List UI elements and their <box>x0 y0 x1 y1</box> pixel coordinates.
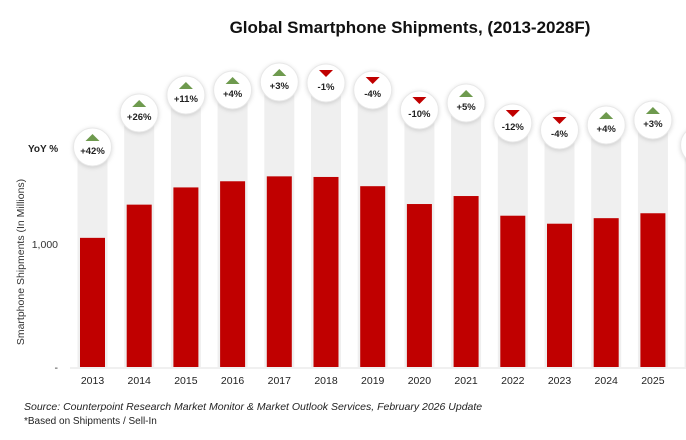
y-tick-label: 1,000 <box>32 239 58 251</box>
x-tick-label: 2015 <box>174 375 198 387</box>
triangle-down-icon <box>412 97 427 104</box>
yoy-bubble <box>586 105 626 145</box>
x-tick-label: 2020 <box>408 375 432 387</box>
yoy-label: -1% <box>318 82 335 93</box>
yoy-bubble <box>353 70 393 110</box>
bar-2016 <box>220 181 246 367</box>
yoy-bubble <box>213 70 253 110</box>
yoy-label: -12% <box>502 122 525 133</box>
x-tick-label: 2014 <box>128 375 152 387</box>
yoy-bubble <box>399 90 439 130</box>
yoy-bubble <box>259 62 299 102</box>
triangle-up-icon <box>599 112 614 119</box>
x-tick-label: 2025 <box>641 375 665 387</box>
x-tick-label: 2017 <box>268 375 292 387</box>
yoy-bubble <box>493 103 533 143</box>
x-tick-label: 2021 <box>454 375 478 387</box>
source-note: Source: Counterpoint Research Market Mon… <box>24 401 483 413</box>
y-tick-label: - <box>55 362 59 374</box>
triangle-up-icon <box>225 77 240 84</box>
yoy-label: +3% <box>270 81 290 92</box>
triangle-up-icon <box>459 90 474 97</box>
yoy-bubble <box>166 75 206 115</box>
yoy-bubble <box>680 131 686 159</box>
triangle-up-icon <box>645 107 660 114</box>
yoy-bubble <box>540 110 579 150</box>
bar-2014 <box>126 204 152 367</box>
x-tick-label: 2024 <box>595 375 619 387</box>
triangle-down-icon <box>365 77 380 84</box>
yoy-label: +5% <box>456 102 476 113</box>
bar-2022 <box>500 215 526 367</box>
yoy-label: +42% <box>80 146 105 157</box>
x-tick-label: 2016 <box>221 375 245 387</box>
chart-title: Global Smartphone Shipments, (2013-2028F… <box>229 18 591 37</box>
bar-2019 <box>360 186 386 367</box>
x-tick-label: 2023 <box>548 375 572 387</box>
triangle-down-icon <box>505 110 520 117</box>
x-tick-label: 2019 <box>361 375 385 387</box>
yoy-label: +4% <box>597 124 617 135</box>
x-tick-label: 2018 <box>314 375 338 387</box>
y-axis-label: Smartphone Shipments (In Millions) <box>15 179 27 345</box>
triangle-up-icon <box>178 82 193 89</box>
x-tick-label: 2022 <box>501 375 525 387</box>
column-background <box>684 145 686 367</box>
x-tick-label: 2013 <box>81 375 105 387</box>
triangle-up-icon <box>132 100 147 107</box>
yoy-bubble <box>119 93 159 133</box>
yoy-bubble <box>73 127 112 167</box>
yoy-bubble <box>306 63 346 103</box>
triangle-up-icon <box>272 69 287 76</box>
bar-2024 <box>593 218 619 367</box>
bar-2015 <box>173 187 199 367</box>
yoy-label: +26% <box>127 112 152 123</box>
triangle-up-icon <box>85 134 100 141</box>
yoy-bubble <box>446 83 486 123</box>
yoy-label: +3% <box>643 119 663 130</box>
bar-2021 <box>453 196 479 367</box>
yoy-label: +11% <box>174 94 199 105</box>
yoy-bubble <box>633 100 673 140</box>
yoy-label: -10% <box>408 109 431 120</box>
bar-2020 <box>406 204 432 367</box>
yoy-label: -4% <box>364 89 381 100</box>
triangle-down-icon <box>552 117 567 124</box>
bar-2013 <box>80 237 105 367</box>
yoy-axis-label: YoY % <box>28 144 58 155</box>
bar-2017 <box>266 176 292 367</box>
bar-2018 <box>313 176 339 367</box>
bar-2023 <box>547 223 572 367</box>
triangle-down-icon <box>319 70 333 77</box>
bar-2025 <box>640 213 666 367</box>
footnote: *Based on Shipments / Sell-In <box>24 416 157 427</box>
yoy-label: +4% <box>223 89 243 100</box>
yoy-label: -4% <box>551 129 568 140</box>
